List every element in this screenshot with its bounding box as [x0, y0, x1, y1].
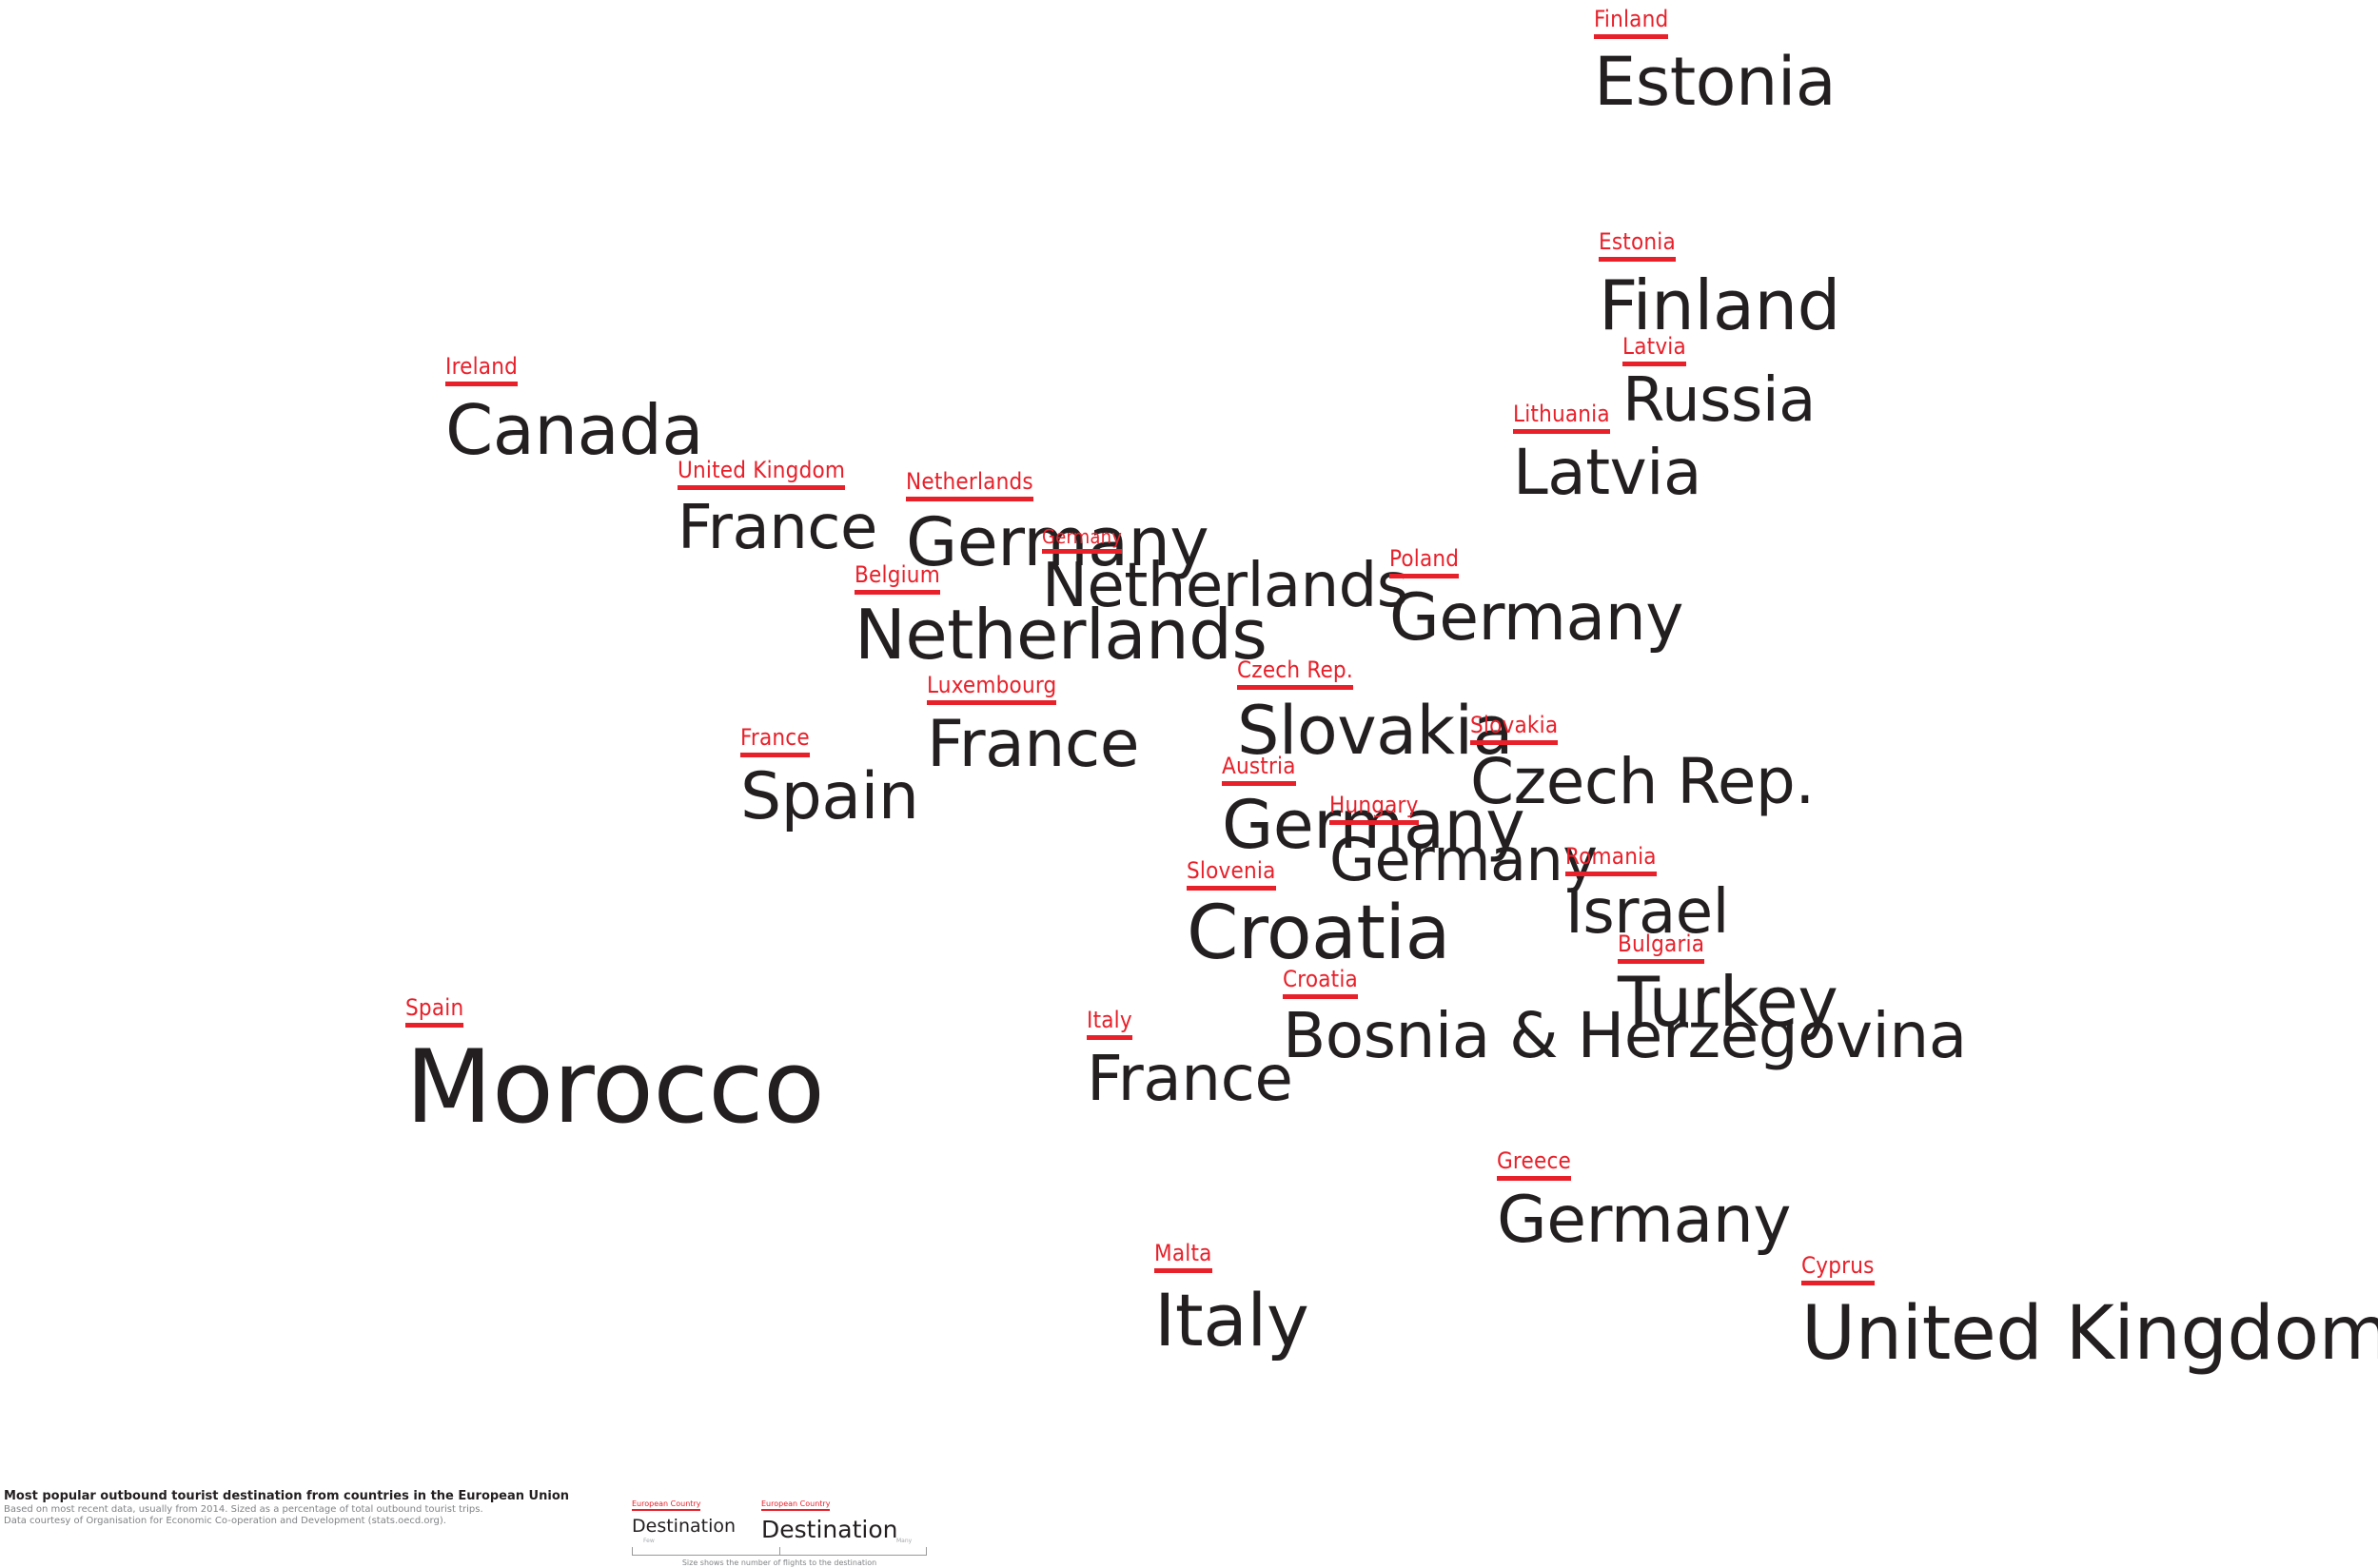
label-romania: Romania Israel: [1565, 843, 1729, 943]
label-slovakia: Slovakia Czech Rep.: [1470, 712, 1815, 813]
label-slovenia: Slovenia Croatia: [1187, 857, 1450, 970]
legend-item-small: European Country Destination: [632, 1492, 736, 1536]
origin-country: Spain: [405, 994, 464, 1028]
legend-scale-low: Few: [643, 1538, 655, 1544]
legend-caption: Size shows the number of flights to the …: [681, 1558, 877, 1567]
label-lithuania: Lithuania Latvia: [1513, 401, 1701, 504]
label-cyprus: Cyprus United Kingdom: [1801, 1252, 2378, 1371]
origin-country: Cyprus: [1801, 1252, 1875, 1285]
destination-country: Turkey: [1618, 962, 1838, 1042]
legend-origin-label: European Country: [761, 1499, 831, 1511]
origin-country: Romania: [1565, 843, 1657, 876]
destination-country: Netherlands: [1042, 551, 1408, 621]
origin-country: Poland: [1389, 545, 1460, 578]
destination-country: Czech Rep.: [1470, 745, 1815, 818]
origin-country: Lithuania: [1513, 401, 1610, 434]
label-hungary: Hungary Germany: [1329, 792, 1598, 894]
label-malta: Malta Italy: [1154, 1240, 1309, 1362]
origin-country: Germany: [1042, 526, 1123, 554]
destination-country: Germany: [1329, 825, 1598, 894]
label-croatia: Croatia Bosnia & Herzegovina: [1283, 966, 1967, 1068]
label-czech-rep: Czech Rep. Slovakia: [1237, 657, 1513, 764]
footer: Most popular outbound tourist destinatio…: [4, 1489, 613, 1527]
label-spain: Spain Morocco: [405, 994, 825, 1146]
origin-country: Italy: [1087, 1007, 1132, 1040]
legend-item-large: European Country Destination: [761, 1492, 897, 1541]
origin-country: Czech Rep.: [1237, 657, 1353, 690]
origin-country: Estonia: [1599, 228, 1676, 262]
destination-country: Spain: [740, 759, 919, 834]
label-ireland: Ireland Canada: [445, 353, 703, 464]
origin-country: Bulgaria: [1618, 931, 1705, 964]
origin-country: Greece: [1497, 1147, 1572, 1181]
destination-country: Croatia: [1187, 891, 1450, 976]
label-belgium: Belgium Netherlands: [855, 561, 1268, 675]
destination-country: Germany: [1222, 786, 1525, 864]
legend: European Country Destination European Co…: [632, 1492, 927, 1568]
legend-destination-label: Destination: [632, 1516, 737, 1537]
destination-country: France: [927, 707, 1140, 782]
destination-country: Germany: [1497, 1183, 1792, 1258]
legend-scale-midpoint: [779, 1547, 780, 1555]
origin-country: Netherlands: [906, 468, 1033, 501]
legend-destination-label: Destination: [761, 1516, 898, 1543]
origin-country: Croatia: [1283, 966, 1358, 999]
origin-country: Finland: [1594, 6, 1669, 39]
origin-country: Luxembourg: [927, 672, 1057, 705]
destination-country: France: [1087, 1042, 1293, 1115]
destination-country: Italy: [1154, 1278, 1309, 1362]
label-france: France Spain: [740, 724, 919, 830]
origin-country: Slovakia: [1470, 712, 1559, 745]
label-germany: Germany Netherlands: [1042, 526, 1408, 617]
footer-source: Data courtesy of Organisation for Econom…: [4, 1516, 446, 1526]
destination-country: Morocco: [405, 1029, 825, 1146]
label-greece: Greece Germany: [1497, 1147, 1792, 1258]
destination-country: Finland: [1599, 265, 1840, 345]
origin-country: Latvia: [1622, 333, 1686, 366]
destination-country: Slovakia: [1237, 692, 1513, 770]
footer-title: Most popular outbound tourist destinatio…: [4, 1489, 570, 1503]
origin-country: Slovenia: [1187, 857, 1276, 891]
destination-country: Bosnia & Herzegovina: [1283, 999, 1967, 1072]
origin-country: Austria: [1222, 753, 1296, 786]
legend-origin-label: European Country: [632, 1499, 701, 1511]
label-austria: Austria Germany: [1222, 753, 1525, 864]
destination-country: Netherlands: [855, 595, 1268, 675]
label-italy: Italy France: [1087, 1007, 1293, 1115]
label-estonia: Estonia Finland: [1599, 228, 1840, 340]
destination-country: United Kingdom: [1801, 1291, 2378, 1377]
destination-country: Estonia: [1594, 43, 1837, 121]
destination-country: Latvia: [1513, 436, 1701, 509]
origin-country: Belgium: [855, 561, 940, 595]
origin-country: United Kingdom: [678, 457, 846, 490]
label-united-kingdom: United Kingdom France: [678, 457, 877, 559]
origin-country: France: [740, 724, 810, 757]
destination-country: Israel: [1565, 877, 1729, 948]
label-luxembourg: Luxembourg France: [927, 672, 1140, 782]
origin-country: Hungary: [1329, 792, 1419, 825]
origin-country: Malta: [1154, 1240, 1212, 1273]
label-bulgaria: Bulgaria Turkey: [1618, 931, 1838, 1036]
label-finland: Finland Estonia: [1594, 6, 1837, 121]
legend-scale-bracket: [632, 1547, 927, 1556]
footer-note: Based on most recent data, usually from …: [4, 1504, 483, 1515]
destination-country: Germany: [1389, 580, 1684, 656]
destination-country: France: [678, 493, 877, 563]
label-poland: Poland Germany: [1389, 545, 1684, 656]
destination-country: Germany: [906, 503, 1209, 581]
destination-country: Russia: [1622, 365, 1816, 436]
label-netherlands: Netherlands Germany: [906, 468, 1209, 576]
legend-scale-high: Many: [896, 1538, 913, 1544]
destination-country: Canada: [445, 390, 703, 470]
origin-country: Ireland: [445, 353, 519, 386]
label-latvia: Latvia Russia: [1622, 333, 1816, 431]
